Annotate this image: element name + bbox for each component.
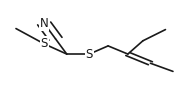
Text: S: S bbox=[86, 48, 93, 61]
Text: S: S bbox=[40, 37, 48, 50]
Text: N: N bbox=[40, 17, 49, 30]
